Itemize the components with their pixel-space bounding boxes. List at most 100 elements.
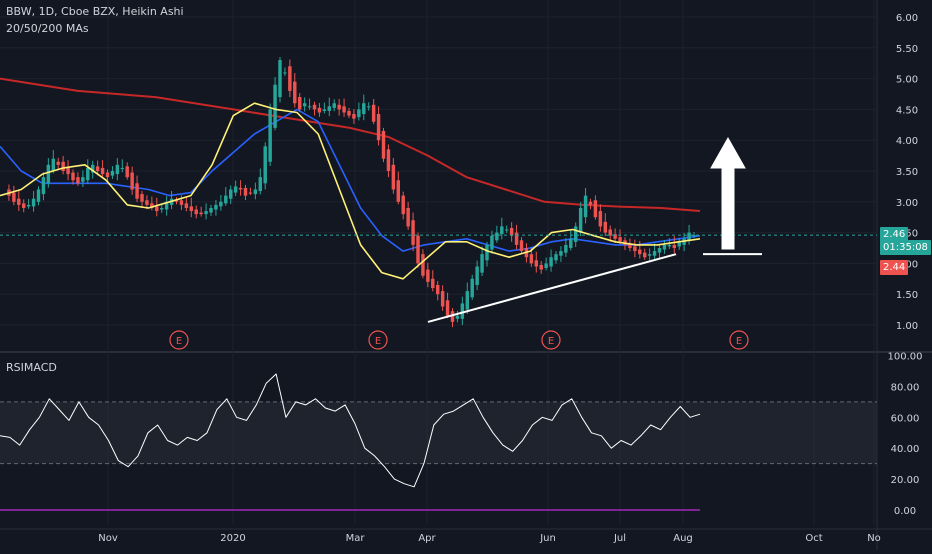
candle-body <box>76 177 80 184</box>
candle-body <box>569 238 573 248</box>
rsi-band <box>0 401 877 511</box>
candle-body <box>578 207 583 233</box>
candle-body <box>297 97 302 110</box>
candle-body <box>529 254 534 264</box>
candles <box>7 57 696 328</box>
candle-body <box>411 220 415 245</box>
candle-body <box>283 72 287 74</box>
candle-body <box>628 243 632 248</box>
x-tick-label: 2020 <box>220 533 245 544</box>
y-tick-label: 3.50 <box>896 167 918 178</box>
candle-body <box>115 164 120 175</box>
candle-body <box>416 235 420 264</box>
candle-body <box>386 149 391 171</box>
annotations <box>0 136 877 323</box>
candle-body <box>312 104 317 110</box>
earnings-marker-label: E <box>548 336 554 347</box>
candle-body <box>36 189 41 202</box>
candle-body <box>268 109 272 162</box>
candle-body <box>110 171 115 176</box>
y-tick-label: 5.50 <box>896 44 918 55</box>
candle-body <box>371 104 376 122</box>
candle-body <box>145 200 149 205</box>
candle-body <box>677 241 681 247</box>
candle-body <box>539 264 543 270</box>
ma50-line <box>0 108 701 252</box>
ma-legend: 20/50/200 MAs <box>6 22 89 35</box>
candle-body <box>475 266 479 285</box>
candle-body <box>150 203 154 208</box>
candle-body <box>263 146 267 184</box>
ma20-path <box>0 102 701 280</box>
x-tick-label: Apr <box>418 533 436 544</box>
candle-body <box>381 130 386 159</box>
rsi-line <box>0 373 701 488</box>
candle-body <box>652 251 657 256</box>
candle-body <box>519 240 524 252</box>
up-arrow <box>710 136 746 250</box>
candle-body <box>204 211 208 215</box>
candle-body <box>440 291 445 307</box>
rsi-path <box>0 373 701 488</box>
candle-body <box>31 198 36 207</box>
candle-body <box>90 164 95 173</box>
support-trendline <box>427 253 677 323</box>
candle-body <box>86 167 90 181</box>
candle-body <box>347 110 351 116</box>
rsi-tick-label: 20.00 <box>891 475 920 486</box>
candle-body <box>435 284 440 295</box>
rsi-tick-label: 40.00 <box>891 444 920 455</box>
candle-body <box>450 311 455 322</box>
candle-body <box>667 244 672 247</box>
candle-body <box>583 195 588 218</box>
candle-body <box>81 177 85 182</box>
candle-body <box>238 187 243 190</box>
candle-body <box>598 211 603 227</box>
candle-body <box>406 207 410 227</box>
ma20-line <box>0 102 701 280</box>
ma50-path <box>0 108 701 252</box>
rsi-tick-label: 60.00 <box>891 413 920 424</box>
x-tick-label: Nov <box>98 533 118 544</box>
candle-body <box>293 81 297 104</box>
candle-body <box>376 114 381 141</box>
candle-body <box>243 187 248 196</box>
x-tick-label: No <box>867 533 881 544</box>
candle-body <box>490 235 494 250</box>
candle-body <box>396 180 401 202</box>
earnings-marker-ring <box>368 330 388 350</box>
candle-body <box>357 109 361 118</box>
rsi-tick-label: 0.00 <box>894 506 916 517</box>
candle-body <box>460 303 465 319</box>
candle-body <box>327 106 332 111</box>
candle-body <box>633 246 637 252</box>
candle-body <box>500 226 504 235</box>
candle-body <box>12 192 16 202</box>
candle-body <box>184 203 189 208</box>
x-tick-label: Mar <box>346 533 366 544</box>
candle-body <box>194 209 198 215</box>
symbol-title: BBW, 1D, Cboe BZX, Heikin Ashi <box>6 5 184 18</box>
candle-body <box>95 166 100 171</box>
candle-body <box>431 278 435 289</box>
countdown-label: 01:35:08 <box>880 240 931 255</box>
candle-body <box>105 172 110 178</box>
y-tick-label: 3.00 <box>896 198 918 209</box>
candle-body <box>470 278 474 298</box>
candle-body <box>544 263 548 269</box>
candle-body <box>26 204 31 207</box>
candle-body <box>46 164 51 184</box>
candle-body <box>258 177 263 192</box>
candle-body <box>504 229 509 231</box>
candle-body <box>672 244 677 248</box>
candle-body <box>687 232 691 241</box>
candle-body <box>51 158 56 171</box>
candle-body <box>302 103 307 107</box>
candle-body <box>174 200 179 202</box>
candle-body <box>618 237 622 242</box>
candle-body <box>159 207 164 210</box>
y-tick-label: 1.50 <box>896 290 918 301</box>
